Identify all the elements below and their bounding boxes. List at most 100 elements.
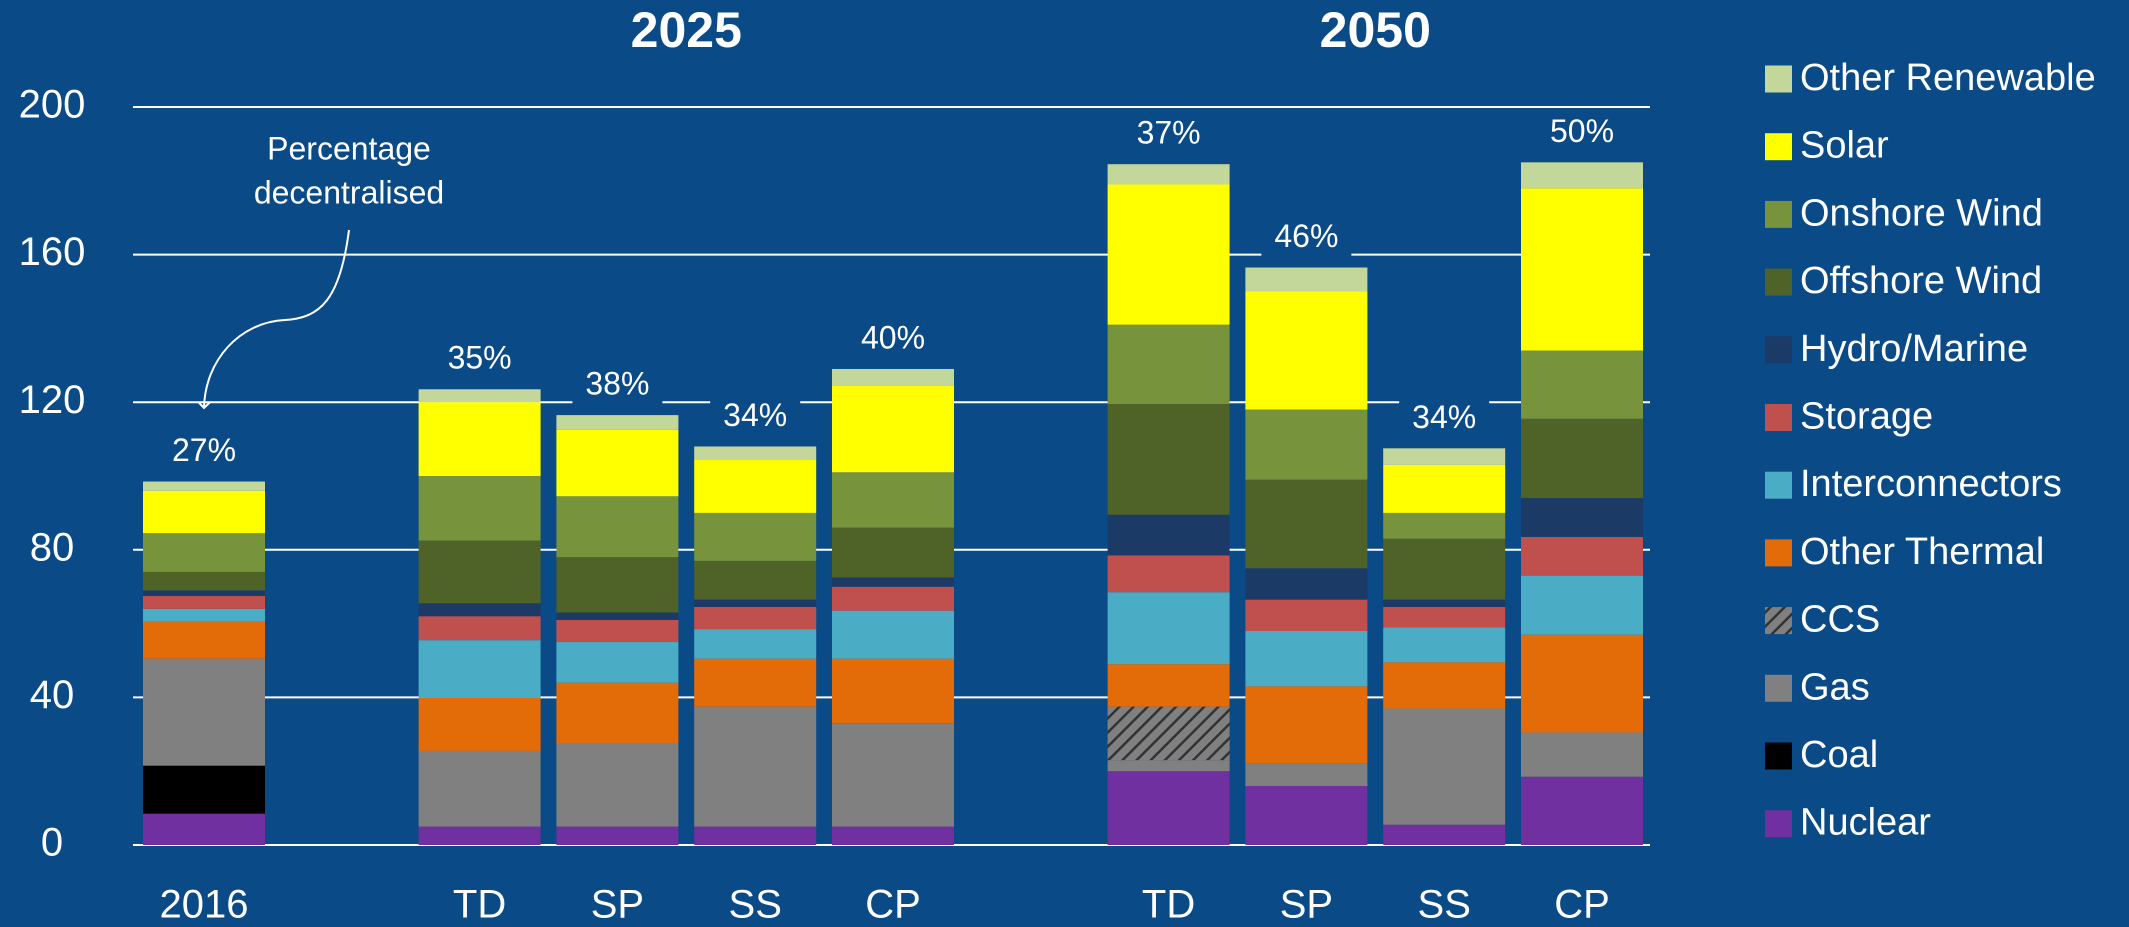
legend-swatch — [1765, 268, 1792, 296]
label-background — [1261, 217, 1352, 258]
bar-segment — [832, 610, 954, 659]
bar-segment — [832, 472, 954, 528]
bar-segment — [1521, 536, 1643, 576]
legend-label: Onshore Wind — [1800, 192, 2043, 234]
bar-segment — [556, 743, 679, 827]
label-background — [1537, 112, 1627, 153]
bar-segment — [1245, 409, 1368, 480]
bar-segment — [1383, 627, 1506, 663]
x-tick-label: TD — [1142, 883, 1195, 927]
bar-segment — [143, 595, 265, 609]
bar-segment — [143, 533, 265, 572]
labels: 0 40 80 120 160 200 2016 TD SP SS CP TD SP SS CP 2025 20… — [19, 2, 1627, 927]
bar-segment — [556, 682, 679, 744]
bar-segment — [694, 459, 817, 513]
bar-segment — [556, 642, 679, 683]
legend-swatch — [1765, 471, 1792, 499]
legend-label: CCS — [1800, 599, 1880, 641]
bar-segment — [143, 608, 265, 622]
bar-segment — [418, 826, 541, 845]
bar-segment — [143, 658, 265, 766]
legend-swatch — [1765, 404, 1792, 431]
annotation-line: decentralised — [254, 174, 444, 210]
y-tick-label: 160 — [19, 230, 86, 274]
bar-segment — [1383, 464, 1506, 513]
bars — [143, 162, 1643, 845]
y-tick-label: 80 — [30, 525, 75, 569]
label-background — [1399, 398, 1490, 439]
bar-segment — [1107, 592, 1230, 665]
bar-segment — [1107, 706, 1230, 761]
bar-segment — [1107, 514, 1230, 556]
bar-segment — [1521, 634, 1643, 733]
bar-segment — [1383, 448, 1506, 465]
label-background — [159, 431, 249, 472]
bar-segment — [143, 571, 265, 591]
bar-segment — [1521, 418, 1643, 499]
label-background — [1123, 114, 1214, 155]
bar-segment — [832, 577, 954, 587]
bar-segment — [1107, 184, 1230, 325]
bar-segment — [1383, 599, 1506, 607]
bar-segment — [1107, 771, 1230, 845]
bar-segment — [143, 590, 265, 596]
bar-segment — [832, 723, 954, 827]
bar-segment — [556, 429, 679, 497]
bar-segment — [418, 697, 541, 751]
bar-segment — [1107, 555, 1230, 593]
decentralised-label: 35% — [448, 340, 512, 376]
x-tick-label: SP — [591, 883, 644, 927]
bar-segment — [694, 629, 817, 659]
bar-segment — [694, 826, 817, 845]
x-tick-label: SS — [1418, 883, 1471, 927]
y-tick-label: 0 — [41, 821, 63, 865]
bar-segment — [832, 368, 954, 386]
bar-segment — [418, 750, 541, 827]
bar-segment — [143, 490, 265, 534]
bar-segment — [1245, 267, 1368, 292]
legend-swatch — [1765, 674, 1792, 702]
bar-segment — [143, 621, 265, 659]
bar-segment — [694, 599, 817, 607]
legend-label: Gas — [1800, 666, 1870, 708]
bar-segment — [418, 540, 541, 604]
x-tick-label: 2016 — [160, 883, 249, 927]
bar-segment — [418, 476, 541, 541]
decentralised-label: 38% — [585, 366, 649, 402]
label-background — [848, 318, 938, 359]
bar-segment — [694, 560, 817, 600]
decentralised-label: 40% — [861, 319, 925, 355]
bar-segment — [1383, 538, 1506, 600]
bar-segment — [1383, 606, 1506, 628]
bar-segment — [1245, 291, 1368, 410]
bar-segment — [694, 606, 817, 630]
legend-swatch — [1765, 810, 1792, 838]
bar-segment — [694, 446, 817, 460]
legend: Nuclear Coal Gas CCS Other Thermal Interconne… — [1765, 57, 2096, 844]
bar-segment — [1521, 498, 1643, 537]
bar-segment — [556, 496, 679, 558]
y-tick-label: 40 — [30, 673, 75, 717]
decentralised-label: 34% — [1412, 399, 1476, 435]
bar-segment — [556, 557, 679, 613]
bar-segment — [1245, 479, 1368, 569]
legend-label: Other Renewable — [1800, 57, 2096, 99]
x-tick-label: CP — [1554, 883, 1610, 927]
bar-segment — [1107, 324, 1230, 405]
bar-segment — [832, 385, 954, 473]
bar-segment — [1245, 763, 1368, 786]
bar-segment — [1245, 630, 1368, 687]
bar-segment — [1107, 760, 1230, 772]
decentralised-label: 37% — [1137, 115, 1201, 151]
x-tick-label: CP — [865, 883, 921, 927]
legend-swatch — [1765, 336, 1792, 364]
decentralised-label: 46% — [1274, 218, 1338, 254]
bar-segment — [418, 616, 541, 641]
label-background — [434, 339, 525, 380]
x-tick-label: SP — [1280, 883, 1333, 927]
legend-swatch — [1765, 65, 1792, 93]
legend-label: Coal — [1800, 734, 1878, 776]
legend-label: Other Thermal — [1800, 531, 2044, 573]
label-background — [710, 396, 801, 437]
bar-segment — [418, 402, 541, 476]
